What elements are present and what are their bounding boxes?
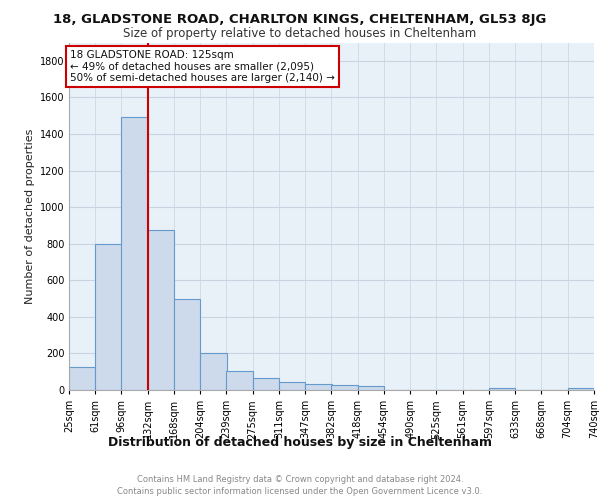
Bar bbox=[305, 384, 332, 390]
Text: 18, GLADSTONE ROAD, CHARLTON KINGS, CHELTENHAM, GL53 8JG: 18, GLADSTONE ROAD, CHARLTON KINGS, CHEL… bbox=[53, 12, 547, 26]
Bar bbox=[121, 118, 148, 390]
Bar bbox=[69, 367, 95, 390]
Bar bbox=[358, 386, 384, 390]
Bar bbox=[253, 378, 279, 390]
Bar bbox=[148, 230, 174, 390]
Text: Distribution of detached houses by size in Cheltenham: Distribution of detached houses by size … bbox=[108, 436, 492, 449]
Bar bbox=[279, 382, 305, 390]
Bar bbox=[95, 244, 122, 390]
Bar bbox=[489, 388, 515, 390]
Bar bbox=[174, 300, 200, 390]
Bar bbox=[200, 354, 227, 390]
Text: Contains HM Land Registry data © Crown copyright and database right 2024.: Contains HM Land Registry data © Crown c… bbox=[137, 474, 463, 484]
Text: 18 GLADSTONE ROAD: 125sqm
← 49% of detached houses are smaller (2,095)
50% of se: 18 GLADSTONE ROAD: 125sqm ← 49% of detac… bbox=[70, 50, 335, 83]
Bar bbox=[226, 371, 253, 390]
Bar bbox=[331, 385, 358, 390]
Y-axis label: Number of detached properties: Number of detached properties bbox=[25, 128, 35, 304]
Bar bbox=[568, 388, 594, 390]
Text: Contains public sector information licensed under the Open Government Licence v3: Contains public sector information licen… bbox=[118, 486, 482, 496]
Text: Size of property relative to detached houses in Cheltenham: Size of property relative to detached ho… bbox=[124, 28, 476, 40]
